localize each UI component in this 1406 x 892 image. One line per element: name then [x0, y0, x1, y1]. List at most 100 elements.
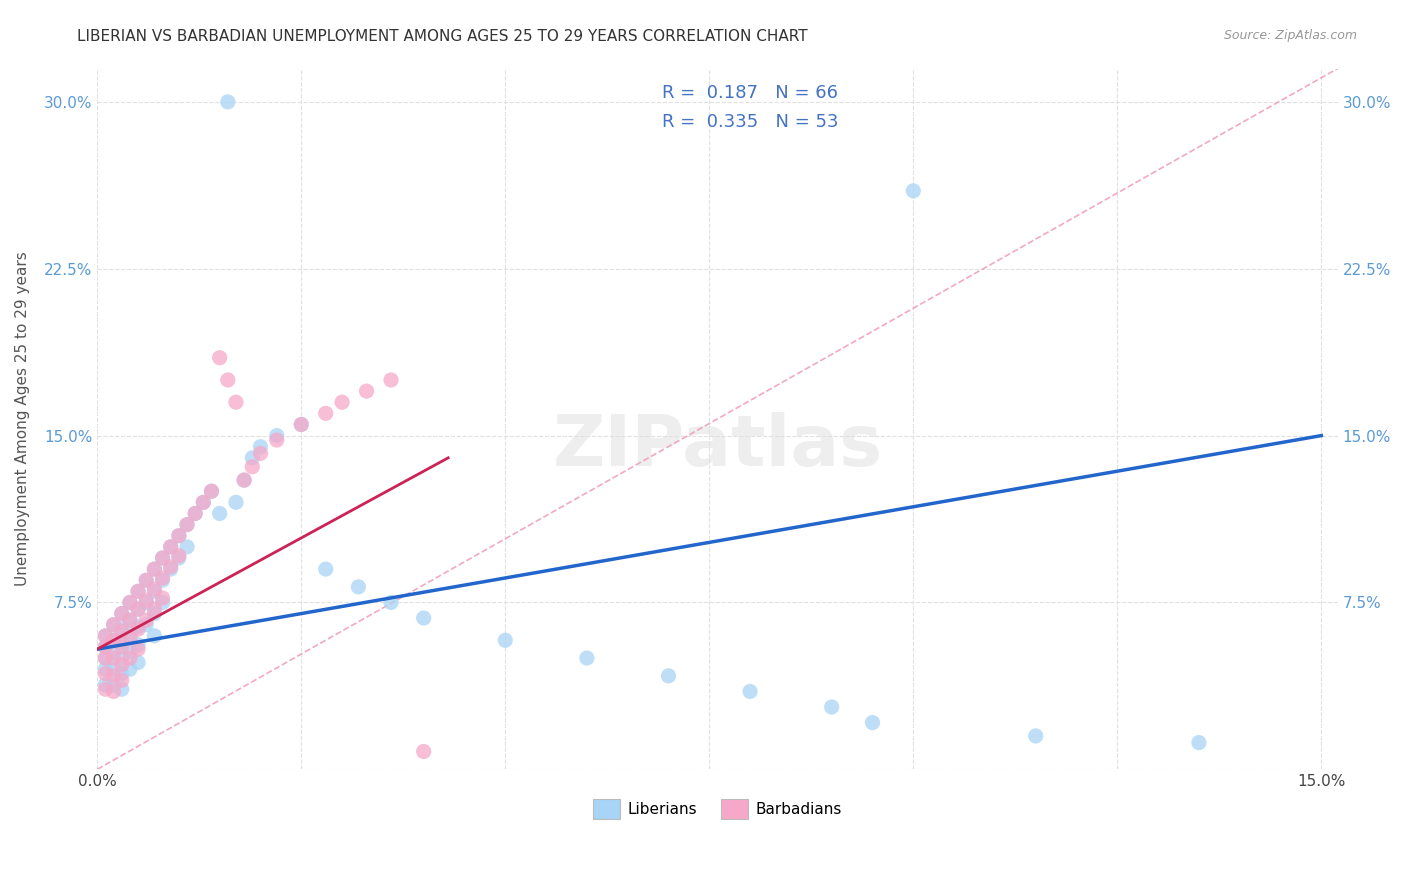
Text: ZIPatlas: ZIPatlas — [553, 412, 883, 482]
Point — [159, 540, 181, 554]
Point — [94, 651, 117, 665]
Point — [143, 602, 166, 616]
Point — [118, 662, 141, 676]
Point — [118, 613, 141, 627]
Point — [118, 595, 141, 609]
Point — [159, 562, 181, 576]
Point — [412, 611, 434, 625]
Point — [193, 495, 215, 509]
Point — [575, 651, 598, 665]
Point — [412, 744, 434, 758]
Point — [200, 484, 222, 499]
Point — [94, 651, 117, 665]
Point — [118, 631, 141, 645]
Point — [127, 620, 149, 634]
Point — [225, 495, 247, 509]
Point — [127, 584, 149, 599]
Point — [152, 551, 174, 566]
Point — [111, 607, 134, 621]
Point — [208, 507, 231, 521]
Point — [94, 682, 117, 697]
Point — [94, 662, 117, 676]
Point — [103, 617, 125, 632]
Point — [266, 428, 288, 442]
Point — [225, 395, 247, 409]
Point — [135, 613, 157, 627]
Point — [118, 629, 141, 643]
Point — [103, 617, 125, 632]
Point — [103, 633, 125, 648]
Point — [152, 571, 174, 585]
Point — [127, 602, 149, 616]
Point — [103, 684, 125, 698]
Point — [111, 673, 134, 688]
Point — [1188, 736, 1211, 750]
Point — [184, 507, 207, 521]
Point — [143, 562, 166, 576]
Point — [657, 669, 679, 683]
Point — [135, 593, 157, 607]
Point — [111, 607, 134, 621]
Text: R =  0.335   N = 53: R = 0.335 N = 53 — [662, 112, 838, 131]
Point — [217, 95, 239, 109]
Point — [111, 622, 134, 636]
Point — [143, 629, 166, 643]
Point — [315, 406, 337, 420]
Point — [103, 662, 125, 676]
Point — [330, 395, 353, 409]
Point — [738, 684, 761, 698]
Point — [240, 450, 263, 465]
Y-axis label: Unemployment Among Ages 25 to 29 years: Unemployment Among Ages 25 to 29 years — [15, 252, 30, 586]
Point — [94, 629, 117, 643]
Point — [167, 529, 190, 543]
Point — [217, 373, 239, 387]
Point — [356, 384, 378, 398]
Point — [167, 529, 190, 543]
Point — [103, 651, 125, 665]
Text: LIBERIAN VS BARBADIAN UNEMPLOYMENT AMONG AGES 25 TO 29 YEARS CORRELATION CHART: LIBERIAN VS BARBADIAN UNEMPLOYMENT AMONG… — [77, 29, 808, 44]
Point — [111, 651, 134, 665]
Point — [94, 629, 117, 643]
Text: Source: ZipAtlas.com: Source: ZipAtlas.com — [1223, 29, 1357, 42]
Point — [233, 473, 256, 487]
Point — [127, 622, 149, 636]
Point — [94, 640, 117, 654]
Point — [111, 682, 134, 697]
Point — [1025, 729, 1047, 743]
Point — [135, 617, 157, 632]
Point — [903, 184, 925, 198]
Point — [111, 640, 134, 654]
Point — [193, 495, 215, 509]
Point — [176, 517, 198, 532]
Point — [94, 666, 117, 681]
Point — [94, 678, 117, 692]
Point — [152, 591, 174, 605]
Point — [159, 540, 181, 554]
Point — [103, 633, 125, 648]
Point — [118, 595, 141, 609]
Point — [315, 562, 337, 576]
Point — [184, 507, 207, 521]
Point — [821, 700, 844, 714]
Point — [94, 640, 117, 654]
Point — [118, 651, 141, 665]
Point — [176, 540, 198, 554]
Point — [127, 638, 149, 652]
Point — [143, 584, 166, 599]
Point — [494, 633, 516, 648]
Point — [290, 417, 312, 432]
Point — [111, 666, 134, 681]
Point — [127, 642, 149, 657]
Point — [159, 559, 181, 574]
Point — [290, 417, 312, 432]
Point — [135, 595, 157, 609]
Point — [143, 607, 166, 621]
Point — [143, 562, 166, 576]
Point — [380, 595, 402, 609]
Point — [380, 373, 402, 387]
Point — [862, 715, 884, 730]
Point — [103, 669, 125, 683]
Point — [347, 580, 370, 594]
Point — [135, 573, 157, 587]
Point — [111, 624, 134, 639]
